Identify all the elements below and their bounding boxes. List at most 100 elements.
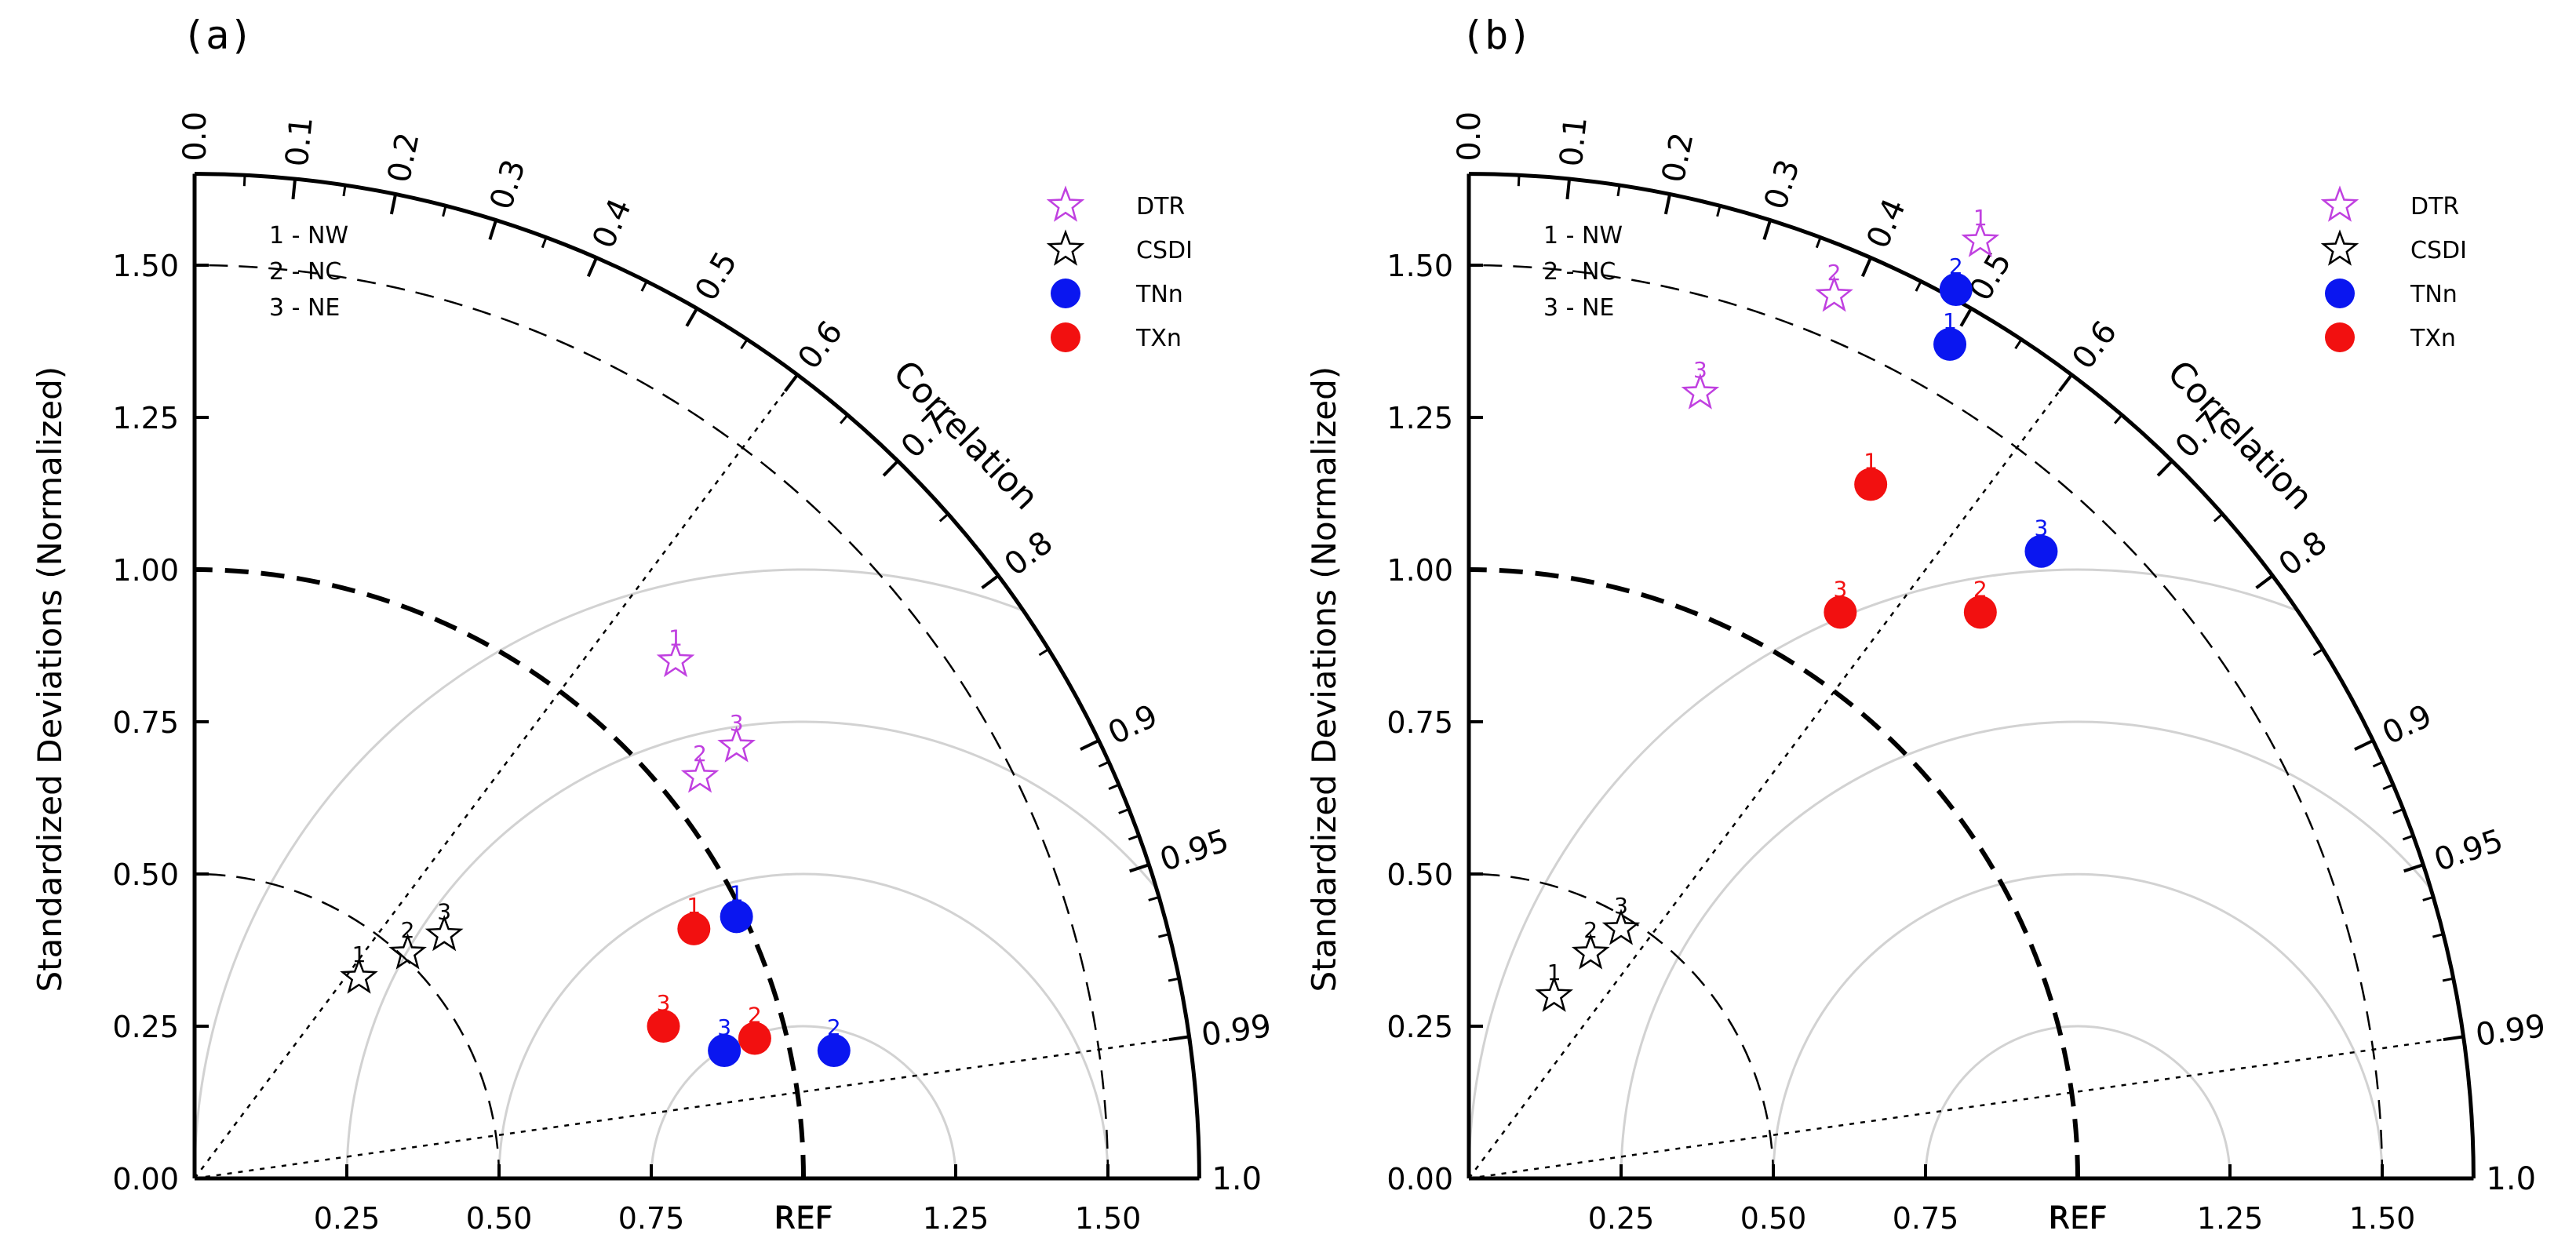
correlation-tick [1168, 1035, 1190, 1042]
correlation-label: 0.6 [791, 315, 850, 376]
correlation-label: 0.4 [1860, 194, 1913, 254]
data-point-star [388, 933, 427, 970]
legend-label: CSDI [1136, 237, 1193, 264]
correlation-minor-tick [2014, 338, 2023, 350]
region-key-item: 1 - NW [269, 222, 348, 249]
data-point-dot [720, 900, 753, 934]
y-tick-label: 0.50 [112, 858, 179, 892]
ref-std-arc [1468, 567, 2080, 1179]
data-point-label: 3 [1614, 893, 1628, 919]
correlation-minor-tick [2382, 783, 2394, 791]
correlation-label: 1.0 [2486, 1161, 2536, 1197]
rms-circle [345, 720, 1158, 1179]
correlation-tick [2354, 739, 2374, 752]
std-dashed-arc [194, 264, 1109, 1179]
correlation-minor-tick [2213, 512, 2224, 523]
rms-circle [1924, 1025, 2232, 1179]
correlation-minor-tick [1168, 977, 1180, 982]
data-point-label: 3 [657, 990, 671, 1016]
data-point-star [1571, 933, 1610, 970]
correlation-minor-tick [1128, 834, 1140, 841]
rms-circle [650, 1025, 957, 1179]
x-tick-label: 0.25 [314, 1201, 381, 1236]
rms-circle [1467, 568, 2298, 1179]
correlation-minor-tick [2402, 834, 2414, 841]
std-dashed-arc [194, 872, 501, 1179]
correlation-label: 0.1 [279, 115, 320, 169]
correlation-label: 0.8 [998, 524, 1059, 583]
std-dashed-arc [1468, 264, 2384, 1179]
correlation-tick [389, 194, 398, 215]
ref-label: REF [2048, 1200, 2108, 1236]
legend-dot-marker [2325, 279, 2355, 308]
correlation-label: 0.9 [1102, 697, 1163, 752]
data-point-label: 2 [1827, 260, 1842, 286]
correlation-minor-tick [1915, 280, 1922, 292]
correlation-tick [1663, 194, 1672, 215]
data-point-dot [738, 1021, 771, 1055]
y-tick-label: 0.75 [1386, 705, 1453, 740]
legend-label: TXn [1135, 325, 1182, 352]
correlation-minor-tick [2372, 760, 2384, 768]
legend-label: DTR [2410, 193, 2459, 220]
correlation-tick [1080, 739, 1100, 752]
y-tick-label: 0.00 [1386, 1162, 1453, 1196]
x-tick-label: 0.25 [1588, 1201, 1655, 1236]
panel-label: (a) [182, 13, 253, 58]
std-dashed-arc [1468, 872, 1775, 1179]
data-point-star [340, 957, 378, 994]
data-point-dot [1824, 595, 1857, 629]
data-point-star [1681, 373, 1720, 410]
data-point-dot [1939, 273, 1973, 307]
correlation-tick [882, 460, 899, 477]
legend-star-marker [1046, 229, 1085, 266]
y-tick-label: 1.50 [1386, 249, 1453, 283]
data-point-star [717, 726, 756, 763]
correlation-minor-tick [442, 205, 447, 217]
ref-label: REF [774, 1200, 833, 1236]
y-tick-label: 1.00 [1386, 553, 1453, 588]
rms-circle [1620, 720, 2432, 1179]
correlation-tick [2403, 863, 2425, 873]
data-point-star [424, 915, 464, 952]
y-axis-label: Standardized Deviations (Normalized) [31, 366, 69, 992]
data-point-label: 1 [1547, 960, 1561, 985]
correlation-tick [1129, 863, 1150, 873]
correlation-minor-tick [2442, 977, 2454, 982]
correlation-tick [488, 219, 498, 240]
correlation-minor-tick [2422, 896, 2434, 901]
correlation-minor-tick [2392, 807, 2404, 814]
panel-label: (b) [1461, 13, 1532, 58]
y-tick-label: 0.75 [112, 705, 179, 740]
correlation-minor-tick [2312, 648, 2324, 657]
correlation-minor-tick [342, 184, 347, 197]
x-tick-label: 0.75 [618, 1201, 685, 1236]
data-point-label: 2 [401, 917, 415, 943]
correlation-label: 0.9 [2377, 697, 2437, 752]
correlation-label: 0.2 [1656, 129, 1701, 186]
outer-correlation-arc [1468, 172, 2476, 1179]
correlation-minor-tick [1038, 648, 1050, 657]
correlation-ray [1467, 373, 2073, 1179]
correlation-tick [981, 574, 1000, 589]
data-point-dot [677, 912, 711, 945]
ref-std-arc [194, 567, 806, 1179]
data-point-label: 1 [352, 941, 366, 967]
correlation-tick [1762, 219, 1773, 240]
correlation-tick [1860, 257, 1872, 278]
x-tick-label: 1.50 [2349, 1201, 2416, 1236]
data-point-label: 3 [437, 899, 451, 925]
data-point-label: 1 [669, 625, 683, 650]
correlation-minor-tick [1158, 933, 1170, 938]
x-tick-label: REF [2050, 1201, 2106, 1236]
correlation-minor-tick [2114, 414, 2123, 424]
legend-label: TNn [1135, 281, 1183, 308]
correlation-tick [685, 308, 698, 327]
region-key-item: 2 - NC [269, 258, 341, 286]
correlation-minor-tick [740, 338, 749, 350]
taylor-diagram-panel-b: (b) 0.25 0.50 0.75 REF 1.25 1.50 0.00 0.25 0.50 0.… [1305, 13, 2548, 1236]
y-tick-label: 0.00 [112, 1162, 179, 1196]
legend-label: DTR [1136, 193, 1185, 220]
rms-circle [193, 568, 1024, 1179]
data-point-dot [2024, 534, 2058, 568]
